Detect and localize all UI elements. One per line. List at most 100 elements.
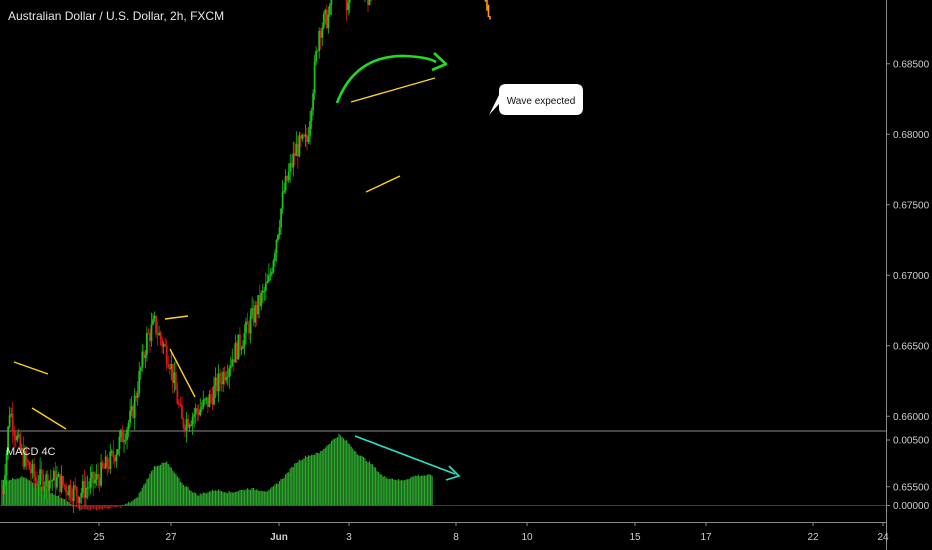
- price-axis[interactable]: 0.65500 0.66000 0.66500 0.67000 0.67500 0.680…: [886, 0, 930, 493]
- trendline[interactable]: [169, 348, 196, 398]
- candle-body: [152, 319, 154, 325]
- candle-body: [287, 171, 290, 181]
- macd-bar: [28, 480, 31, 506]
- curved-arrow[interactable]: [335, 54, 437, 104]
- macd-bar: [419, 476, 421, 506]
- time-tick-label: Jun: [270, 532, 288, 543]
- price-tick-label: 0.66500: [893, 341, 930, 352]
- candle-body: [327, 14, 330, 29]
- macd-bar: [249, 489, 252, 506]
- candle-body: [74, 485, 77, 488]
- macd-bar: [214, 490, 217, 506]
- macd-bar: [178, 477, 180, 506]
- macd-bar: [132, 500, 134, 506]
- candle-body: [367, 0, 369, 6]
- candle-body: [158, 332, 160, 336]
- candle-body: [33, 463, 35, 477]
- macd-bar: [131, 501, 133, 506]
- candle-body: [301, 134, 304, 139]
- macd-bar: [152, 470, 154, 506]
- macd-bar: [347, 443, 349, 506]
- macd-bar: [111, 505, 113, 508]
- chart-title: Australian Dollar / U.S. Dollar, 2h, FXC…: [8, 9, 225, 23]
- macd-bar: [317, 452, 319, 506]
- candle-body: [216, 377, 218, 392]
- macd-bar: [231, 492, 233, 506]
- candle-body: [84, 487, 87, 498]
- candle-body: [231, 359, 234, 366]
- trendline[interactable]: [13, 361, 49, 375]
- macd-bar: [60, 497, 63, 506]
- candle-body: [75, 487, 78, 497]
- candle-body: [271, 271, 273, 274]
- macd-bar: [396, 480, 398, 506]
- candle-body: [159, 332, 162, 340]
- macd-bar: [63, 499, 66, 506]
- divergence-line[interactable]: [354, 435, 456, 475]
- candle-body: [17, 434, 20, 436]
- candle-body: [89, 477, 92, 488]
- candle-body: [113, 457, 116, 462]
- callout[interactable]: Wave expected: [489, 84, 583, 115]
- candle-body: [103, 467, 106, 469]
- trendline[interactable]: [164, 315, 189, 320]
- macd-bar: [18, 478, 20, 506]
- macd-bar: [74, 505, 76, 507]
- candle-body: [251, 307, 253, 316]
- candle-body: [118, 436, 121, 450]
- candle-body: [306, 134, 308, 142]
- macd-bar: [175, 473, 177, 506]
- trendline[interactable]: [31, 407, 67, 430]
- macd-bar: [283, 477, 285, 506]
- macd-bar: [179, 481, 182, 506]
- callout-text: Wave expected: [507, 96, 576, 107]
- candle-body: [179, 404, 182, 406]
- candle-body: [149, 333, 151, 342]
- candle-body: [284, 176, 287, 191]
- candle-body: [309, 121, 311, 137]
- candle-body: [37, 484, 40, 486]
- macd-bar: [10, 479, 12, 506]
- macd-bar: [164, 462, 166, 506]
- candle-body: [94, 479, 96, 484]
- candle-body: [86, 487, 89, 489]
- macd-bar: [13, 479, 15, 506]
- macd-bar: [416, 475, 418, 506]
- candle-body: [264, 283, 267, 291]
- candle-body: [167, 364, 170, 368]
- candle-body: [141, 351, 144, 368]
- macd-bar: [144, 483, 146, 506]
- macd-bar: [36, 484, 38, 506]
- macd-bar: [291, 466, 293, 506]
- macd-bar: [349, 444, 351, 506]
- time-tick-label: 8: [453, 532, 459, 543]
- macd-bar: [301, 459, 304, 506]
- macd-bar: [108, 505, 110, 510]
- macd-bar: [268, 490, 270, 506]
- macd-bar: [333, 438, 336, 506]
- macd-bar: [275, 483, 278, 506]
- candle-body: [115, 454, 118, 462]
- trendline[interactable]: [365, 175, 401, 193]
- candle-body: [69, 485, 72, 498]
- macd-bar: [272, 486, 275, 506]
- candle-body: [205, 397, 208, 400]
- time-axis[interactable]: 25 27 Jun 3 8 10 15 17 22 24: [93, 522, 889, 543]
- macd-bar: [134, 499, 136, 506]
- macd-bar: [182, 484, 185, 506]
- candle-body: [347, 2, 350, 11]
- trendline[interactable]: [350, 77, 436, 103]
- candle-body: [14, 435, 17, 441]
- candle-body: [162, 344, 165, 347]
- candle-body: [286, 176, 289, 181]
- candle-body: [59, 474, 61, 492]
- macd-bar: [15, 479, 17, 506]
- macd-bar: [327, 444, 329, 506]
- macd-bar: [56, 495, 58, 506]
- time-tick-label: 22: [807, 532, 819, 543]
- macd-bar: [262, 491, 264, 506]
- macd-axis[interactable]: 0.00000 0.00500: [886, 436, 930, 513]
- candle-body: [164, 344, 167, 346]
- candle-body: [278, 227, 281, 235]
- macd-bar: [295, 463, 297, 506]
